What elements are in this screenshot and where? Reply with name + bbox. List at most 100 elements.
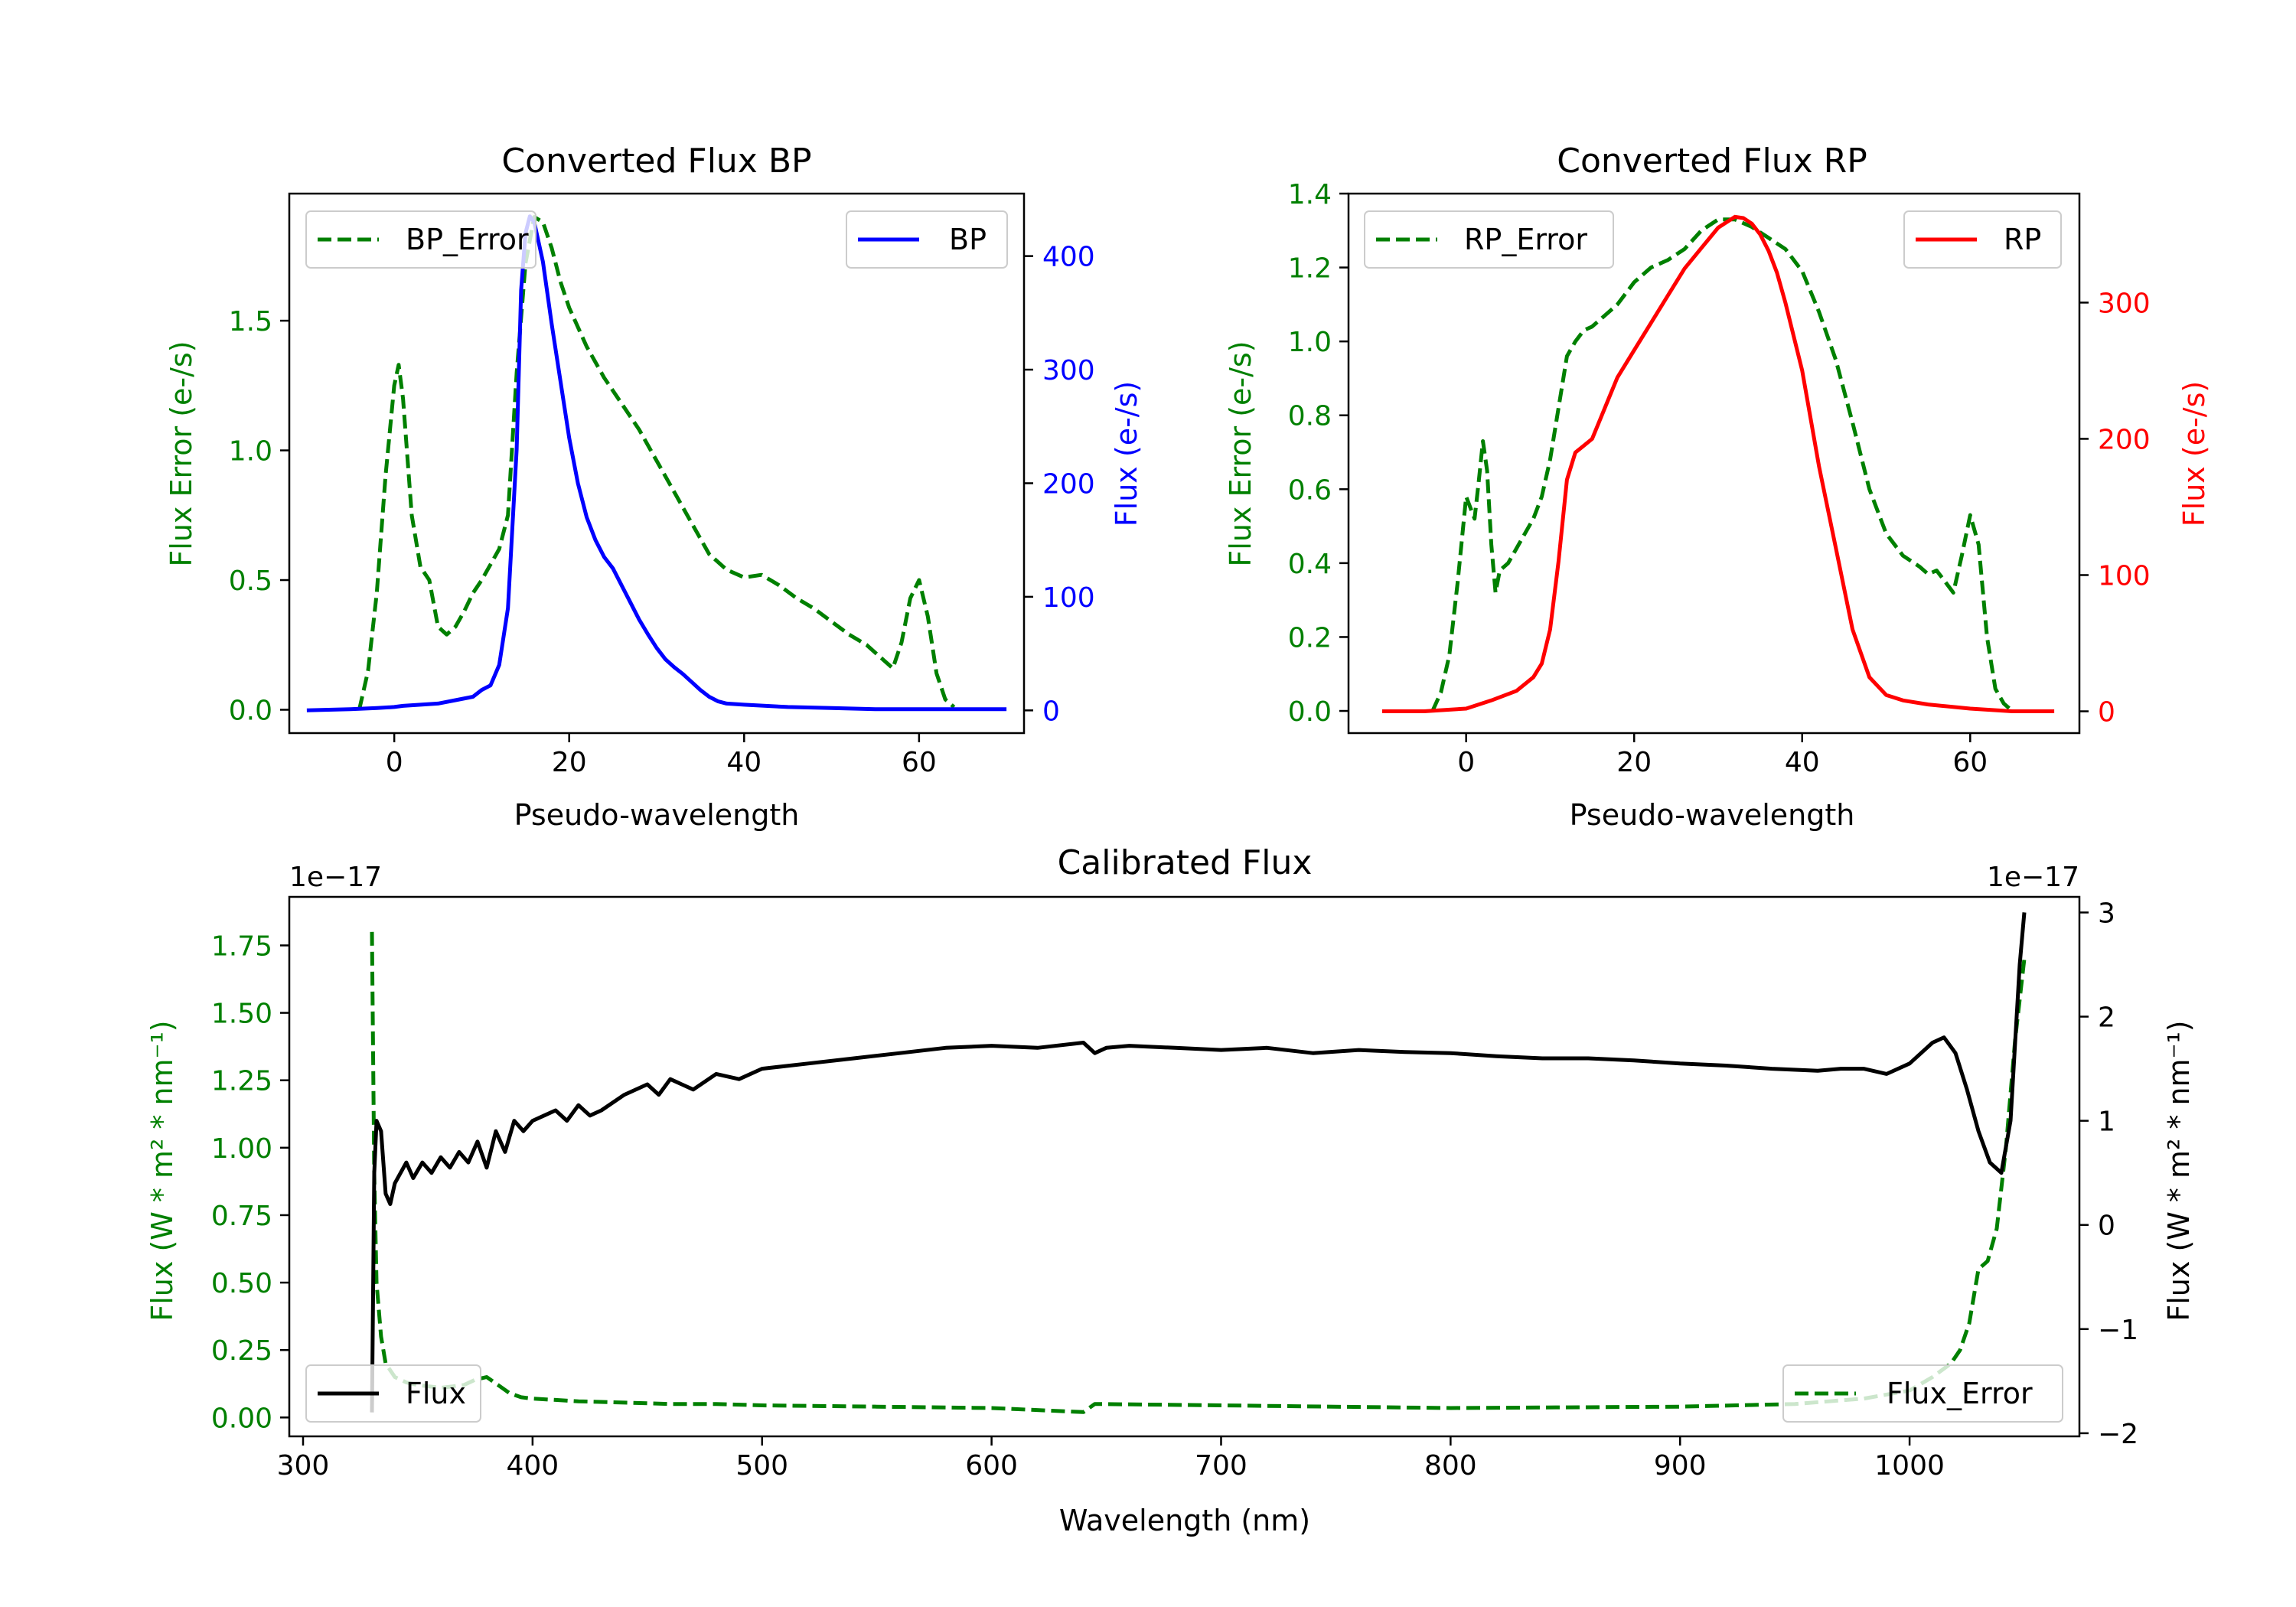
series-line-bp-error: [357, 215, 956, 711]
left-axis-label: Flux (W * m² * nm⁻¹): [145, 1020, 179, 1321]
right-tick-label: 300: [2098, 288, 2151, 319]
x-tick-label: 0: [386, 747, 403, 778]
left-tick-label: 0.50: [211, 1268, 272, 1299]
x-tick-label: 1000: [1874, 1450, 1945, 1482]
x-tick-label: 40: [726, 747, 762, 778]
tick-layer: 0 20 40 60 0.0 0.2 0.4 0.6 0.8 1.0 1.2 1.4 0 100 200 30…: [1288, 179, 2151, 778]
series-line-rp-error: [1430, 217, 2014, 712]
x-tick-label: 400: [507, 1450, 559, 1482]
legend-box: [305, 1364, 481, 1423]
x-tick-label: 0: [1457, 747, 1475, 778]
left-tick-label: 0.0: [229, 695, 272, 726]
left-tick-label: 1.00: [211, 1133, 272, 1165]
legend-box: [1782, 1364, 2063, 1423]
legend-box: [846, 210, 1008, 269]
left-tick-label: 1.0: [1288, 327, 1332, 358]
series-layer: [306, 214, 1007, 712]
legend-box: [1364, 210, 1614, 269]
legend-box: [305, 210, 536, 269]
right-tick-label: 0: [2098, 1211, 2115, 1242]
series-line-bp: [306, 214, 1007, 712]
left-tick-label: 1.25: [211, 1066, 272, 1097]
left-tick-label: 0.00: [211, 1403, 272, 1434]
left-tick-label: 0.25: [211, 1335, 272, 1367]
chart-title: Converted Flux BP: [501, 142, 811, 181]
left-tick-label: 1.2: [1288, 253, 1332, 285]
left-tick-label: 0.2: [1288, 622, 1332, 654]
legend-label: RP: [2004, 223, 2041, 256]
series-line-flux: [370, 912, 2027, 1413]
left-axis-label: Flux Error (e-/s): [165, 341, 198, 566]
left-tick-label: 0.0: [1288, 696, 1332, 728]
x-tick-label: 700: [1195, 1450, 1247, 1482]
legend-box: [1903, 210, 2062, 269]
panel-bp: Converted Flux BP Pseudo-wavelength Flux…: [165, 142, 1143, 832]
chart-title: Calibrated Flux: [1058, 843, 1313, 882]
tick-layer: 300 400 500 600 700 800 900 1000 0.00 0.25 0.50 0.7…: [211, 898, 2138, 1482]
x-tick-label: 60: [1952, 747, 1988, 778]
x-tick-label: 20: [1616, 747, 1652, 778]
legend-bp-error[interactable]: BP_Error: [305, 210, 536, 269]
series-line-rp: [1381, 214, 2055, 713]
series-layer: [1381, 214, 2055, 713]
right-axis-label: Flux (W * m² * nm⁻¹): [2162, 1020, 2196, 1321]
right-tick-label: 0: [1042, 696, 1060, 727]
legend-label: BP: [949, 223, 987, 256]
right-offset-text: 1e−17: [1987, 862, 2079, 893]
left-tick-label: 0.4: [1288, 549, 1332, 580]
right-tick-label: 2: [2098, 1002, 2115, 1034]
right-tick-label: 1: [2098, 1107, 2115, 1138]
plot-frame: [288, 192, 1026, 735]
panel-rp: Converted Flux RP Pseudo-wavelength Flux…: [1224, 142, 2211, 832]
left-tick-label: 0.6: [1288, 474, 1332, 506]
right-tick-label: −1: [2098, 1315, 2138, 1346]
chart-title: Converted Flux RP: [1557, 142, 1867, 181]
x-tick-label: 900: [1654, 1450, 1707, 1482]
x-tick-label: 60: [902, 747, 937, 778]
x-axis-label: Wavelength (nm): [1059, 1504, 1310, 1537]
right-tick-label: 100: [2098, 560, 2151, 592]
right-axis-label: Flux (e-/s): [1110, 381, 1143, 526]
x-tick-label: 600: [965, 1450, 1018, 1482]
x-tick-label: 500: [735, 1450, 788, 1482]
legend-label: RP_Error: [1464, 223, 1587, 256]
right-tick-label: 200: [1042, 468, 1095, 500]
panel-cal: Calibrated Flux Wavelength (nm) Flux (W …: [145, 843, 2196, 1537]
x-tick-label: 800: [1424, 1450, 1477, 1482]
legend-rp-error[interactable]: RP_Error: [1364, 210, 1614, 269]
right-tick-label: 3: [2098, 898, 2115, 929]
x-axis-label: Pseudo-wavelength: [1570, 798, 1855, 832]
right-tick-label: 300: [1042, 355, 1095, 386]
legend-label: BP_Error: [406, 223, 529, 256]
left-tick-label: 1.50: [211, 999, 272, 1030]
left-tick-label: 0.8: [1288, 401, 1332, 432]
right-axis-label: Flux (e-/s): [2177, 381, 2211, 526]
legend-rp[interactable]: RP: [1903, 210, 2062, 269]
right-tick-label: 400: [1042, 242, 1095, 273]
x-tick-label: 300: [277, 1450, 330, 1482]
legend-label: Flux: [406, 1377, 466, 1410]
right-tick-label: −2: [2098, 1419, 2138, 1450]
left-axis-label: Flux Error (e-/s): [1224, 341, 1257, 566]
plot-frame: [288, 895, 2081, 1438]
left-tick-label: 0.5: [229, 566, 272, 597]
legend-flux-error[interactable]: Flux_Error: [1782, 1364, 2063, 1423]
right-tick-label: 0: [2098, 697, 2115, 729]
left-tick-label: 1.4: [1288, 179, 1332, 210]
right-tick-label: 100: [1042, 582, 1095, 614]
plot-frame: [1347, 192, 2081, 735]
legend-flux[interactable]: Flux: [305, 1364, 481, 1423]
tick-layer: 0 20 40 60 0.0 0.5 1.0 1.5 0 100 200 300 400: [229, 242, 1095, 778]
x-axis-label: Pseudo-wavelength: [514, 798, 800, 832]
legend-bp[interactable]: BP: [846, 210, 1008, 269]
left-tick-label: 1.5: [229, 306, 272, 337]
left-tick-label: 1.0: [229, 436, 272, 468]
x-tick-label: 40: [1785, 747, 1820, 778]
left-tick-label: 1.75: [211, 931, 272, 962]
left-tick-label: 0.75: [211, 1201, 272, 1232]
right-tick-label: 200: [2098, 424, 2151, 455]
left-offset-text: 1e−17: [289, 862, 382, 893]
legend-label: Flux_Error: [1887, 1377, 2033, 1410]
x-tick-label: 20: [552, 747, 587, 778]
